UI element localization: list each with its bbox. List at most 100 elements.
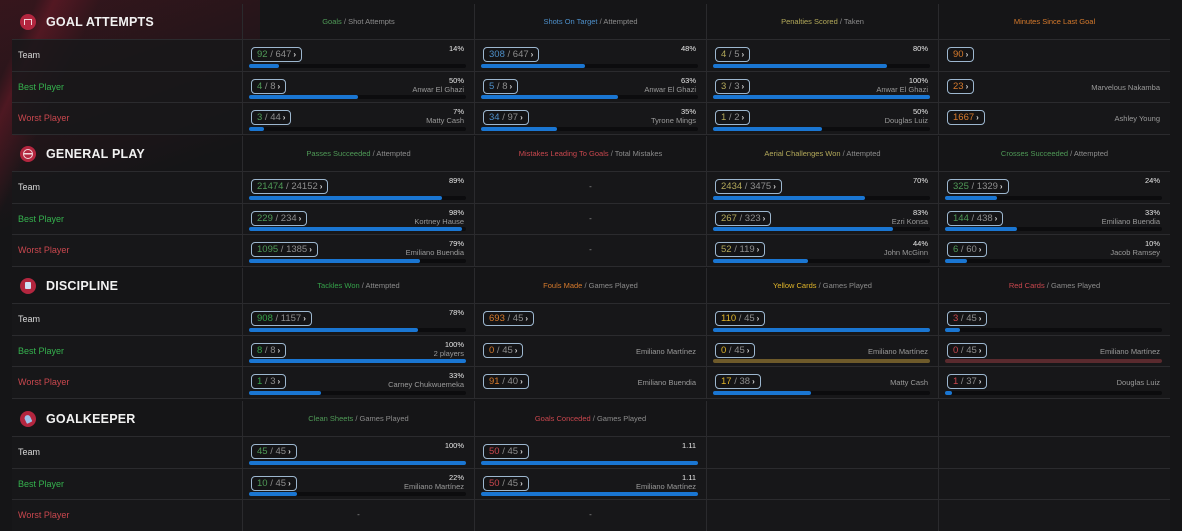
stat-value-button[interactable]: 1 / 37 › (947, 374, 988, 389)
stat-denominator: 45 (275, 446, 287, 457)
stat-value-button[interactable]: 3 / 3 › (715, 78, 751, 94)
percentage-value: 48% (680, 44, 696, 53)
stat-cell: 325 / 1329 › 24% (938, 172, 1170, 203)
column-header: Clean Sheets / Games Played (242, 400, 474, 437)
player-name[interactable]: Matty Cash (426, 116, 464, 125)
stat-separator: / (968, 212, 977, 224)
stat-denominator: 8 (270, 80, 276, 92)
stat-cell: - (474, 235, 706, 266)
stat-value-button[interactable]: 0 / 45 › (715, 342, 756, 358)
stat-value-button[interactable]: 5 / 8 › (483, 78, 519, 94)
stat-row-best: Best Player 8 / 8 › 100% 2 players 0 / 45 › Emi… (12, 335, 1170, 367)
stat-value-button[interactable]: 21474 / 24152 › (251, 179, 329, 194)
stat-value-button[interactable]: 3 / 44 › (251, 110, 292, 125)
player-name[interactable]: Anwar El Ghazi (876, 84, 928, 94)
stat-value-button[interactable]: 50 / 45 › (483, 475, 529, 491)
stat-numerator: 693 (489, 313, 505, 324)
stat-value-button[interactable]: 52 / 119 › (715, 242, 766, 257)
stat-value-button[interactable]: 325 / 1329 › (947, 179, 1009, 194)
chevron-right-icon: › (976, 113, 979, 122)
section-header: DISCIPLINE Tackles Won / Attempted Fouls M… (12, 267, 1170, 304)
player-name[interactable]: Emiliano Buendia (637, 378, 696, 387)
stat-value-button[interactable]: 91 / 40 › (483, 374, 529, 389)
stat-value-button[interactable]: 0 / 45 › (483, 342, 524, 358)
stat-value-button[interactable]: 693 / 45 › (483, 311, 535, 326)
stat-value-button[interactable]: 23 › (947, 78, 975, 94)
stat-value-button[interactable]: 267 / 323 › (715, 210, 772, 226)
player-name[interactable]: Emiliano Martínez (635, 346, 696, 356)
stat-value-button[interactable]: 1667 › (947, 110, 985, 125)
row-label: Team (18, 447, 41, 458)
stat-denominator: 3 (270, 376, 276, 387)
progress-fill (249, 460, 466, 465)
stat-value-button[interactable]: 229 / 234 › (251, 210, 308, 226)
stat-cell: 2434 / 3475 › 70% (706, 172, 938, 203)
stat-value-button[interactable]: 8 / 8 › (251, 342, 287, 358)
stat-value-button[interactable]: 144 / 438 › (947, 210, 1004, 226)
player-name[interactable]: Emiliano Martínez (635, 481, 696, 491)
stat-value-button[interactable]: 1095 / 1385 › (251, 242, 318, 257)
stat-value-button[interactable]: 908 / 1157 › (251, 311, 312, 326)
stat-percentage: 89% (449, 176, 464, 185)
chevron-right-icon: › (741, 81, 745, 91)
player-name[interactable]: Anwar El Ghazi (644, 84, 696, 94)
player-name[interactable]: Jacob Ramsey (1110, 248, 1160, 257)
stat-value-button[interactable]: 4 / 8 › (251, 78, 287, 94)
stat-value-button[interactable]: 1 / 2 › (715, 110, 751, 125)
stat-cell: 8 / 8 › 100% 2 players (242, 335, 474, 366)
stat-value-button[interactable]: 34 / 97 › (483, 110, 529, 125)
percentage-value: 35% (680, 107, 696, 116)
progress-fill (713, 227, 894, 231)
chevron-right-icon: › (978, 345, 982, 355)
stat-value-button[interactable]: 50 / 45 › (483, 444, 529, 459)
player-name[interactable]: Ezri Konsa (891, 216, 928, 226)
stat-value-button[interactable]: 4 / 5 › (715, 47, 751, 62)
stat-row-best: Best Player 4 / 8 › 50% Anwar El Ghazi 5 / 8 ›… (12, 71, 1170, 103)
player-name[interactable]: Emiliano Martínez (867, 346, 928, 356)
player-name[interactable]: Douglas Luiz (1116, 378, 1160, 387)
column-metric: Fouls Made (543, 280, 583, 290)
stat-cell: 17 / 38 › Matty Cash (706, 367, 938, 398)
stat-value-button[interactable]: 110 / 45 › (715, 311, 766, 326)
player-name[interactable]: Emiliano Martínez (1099, 346, 1160, 356)
player-name[interactable]: Matty Cash (890, 378, 928, 387)
stat-cell: 1095 / 1385 › 79% Emiliano Buendia (242, 235, 474, 266)
stat-numerator: 0 (721, 344, 727, 356)
player-name[interactable]: Emiliano Buendia (405, 248, 464, 257)
stat-value-button[interactable]: 1 / 3 › (251, 374, 287, 389)
player-name[interactable]: Douglas Luiz (884, 116, 928, 125)
player-name[interactable]: Kortney Hause (414, 216, 464, 226)
stat-value-button[interactable]: 308 / 647 › (483, 47, 540, 62)
stat-percentage: 24% (1145, 176, 1160, 185)
stat-value-button[interactable]: 10 / 45 › (251, 475, 297, 491)
stat-value-button[interactable]: 17 / 38 › (715, 374, 761, 389)
chevron-right-icon: › (309, 245, 312, 254)
player-name[interactable]: Marvelous Nakamba (1091, 82, 1160, 92)
stat-value-button[interactable]: 92 / 647 › (251, 47, 303, 62)
player-name[interactable]: John McGinn (883, 248, 928, 257)
player-name[interactable]: Anwar El Ghazi (412, 84, 464, 94)
player-name[interactable]: 2 players (433, 348, 464, 358)
player-name[interactable]: Emiliano Buendia (1101, 216, 1160, 226)
empty-value: - (589, 245, 592, 254)
stat-value-button[interactable]: 90 › (947, 47, 975, 62)
stat-cell (938, 437, 1170, 468)
empty-value: - (589, 213, 592, 223)
stat-denominator: 1385 (286, 244, 308, 255)
player-name[interactable]: Ashley Young (1114, 114, 1160, 123)
progress-track (713, 390, 930, 395)
chevron-right-icon: › (746, 345, 750, 355)
progress-fill (481, 126, 557, 131)
stat-separator: / (968, 181, 977, 192)
stat-denominator: 44 (270, 112, 281, 123)
stat-value-button[interactable]: 45 / 45 › (251, 444, 297, 459)
player-name[interactable]: Emiliano Martínez (403, 481, 464, 491)
stat-value-button[interactable]: 0 / 45 › (947, 342, 988, 358)
stat-value-button[interactable]: 2434 / 3475 › (715, 179, 782, 194)
player-name[interactable]: Tyrone Mings (650, 116, 696, 125)
stat-numerator: 308 (489, 49, 505, 60)
stat-cell: - (242, 500, 474, 531)
stat-value-button[interactable]: 6 / 60 › (947, 242, 988, 257)
stat-value-button[interactable]: 3 / 45 › (947, 311, 988, 326)
player-name[interactable]: Carney Chukwuemeka (388, 380, 464, 389)
